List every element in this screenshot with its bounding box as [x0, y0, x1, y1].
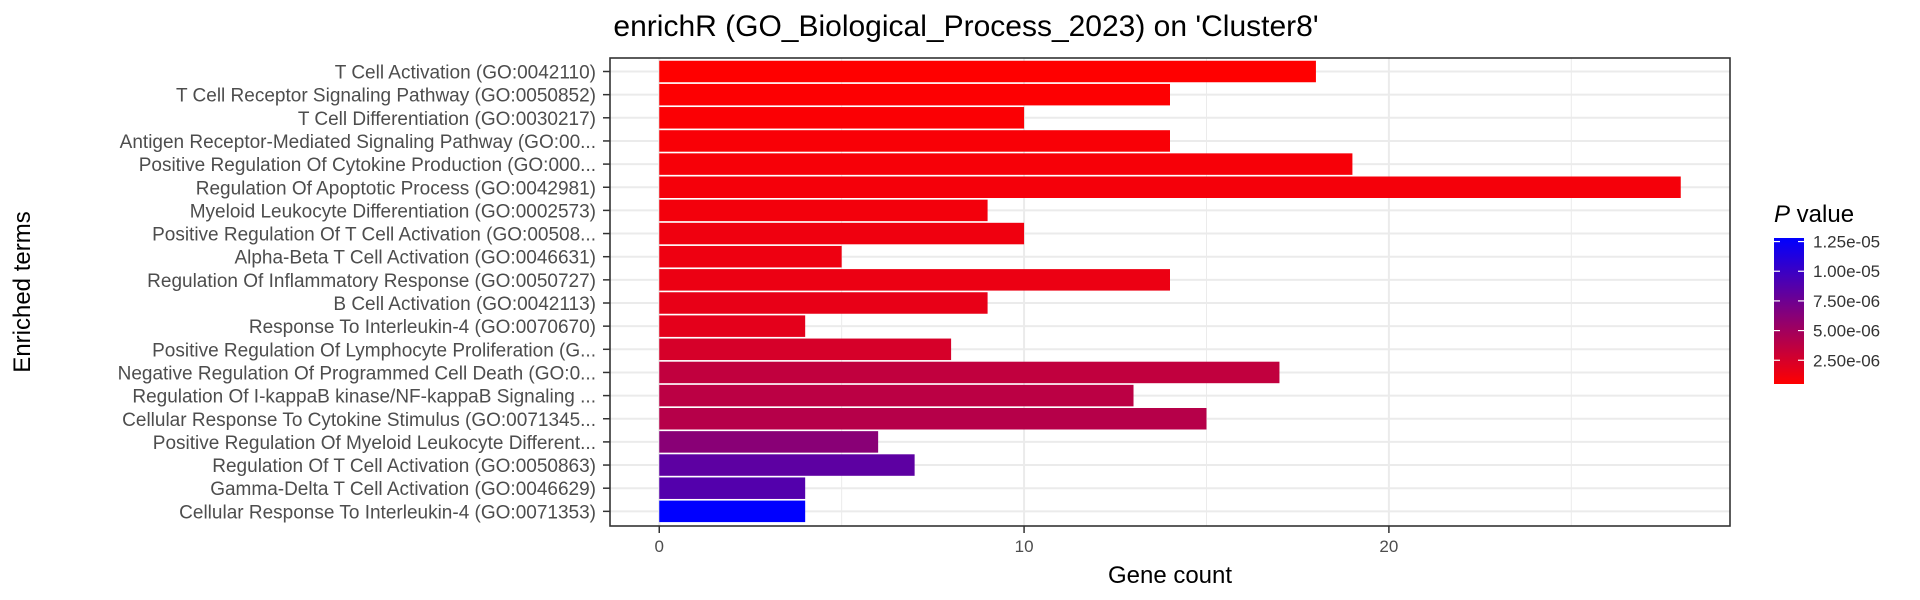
legend-tick-label: 1.00e-05 — [1813, 262, 1880, 281]
legend-title-rest: value — [1790, 201, 1854, 228]
legend-tick-label: 7.50e-06 — [1813, 292, 1880, 311]
category-label: Regulation Of I-kappaB kinase/NF-kappaB … — [132, 387, 596, 408]
legend-colorbar — [1774, 238, 1804, 384]
bar — [659, 222, 1025, 245]
category-label: B Cell Activation (GO:0042113) — [333, 294, 596, 315]
bar — [659, 315, 806, 337]
bar — [659, 361, 1280, 384]
category-label: Cellular Response To Interleukin-4 (GO:0… — [179, 502, 596, 523]
category-labels: T Cell Activation (GO:0042110)T Cell Rec… — [118, 63, 610, 523]
x-tick-label: 20 — [1379, 537, 1398, 556]
bar — [659, 408, 1207, 430]
category-label: Alpha-Beta T Cell Activation (GO:0046631… — [234, 248, 596, 269]
category-label: T Cell Receptor Signaling Pathway (GO:00… — [176, 86, 596, 107]
bar — [659, 153, 1353, 175]
legend-tick-label: 2.50e-06 — [1813, 351, 1880, 370]
bar — [659, 60, 1316, 83]
x-tick-label: 10 — [1015, 537, 1034, 556]
bar — [659, 431, 879, 453]
legend-title: P value — [1774, 201, 1854, 228]
x-axis-ticks: 0 10 20 — [655, 526, 1398, 556]
chart-title: enrichR (GO_Biological_Process_2023) on … — [613, 10, 1318, 43]
bar — [659, 245, 842, 268]
legend-tick-label: 5.00e-06 — [1813, 322, 1880, 341]
bar — [659, 338, 952, 361]
category-label: T Cell Differentiation (GO:0030217) — [298, 109, 596, 130]
legend-title-italic: P — [1774, 201, 1790, 228]
category-label: Regulation Of Inflammatory Response (GO:… — [147, 271, 596, 292]
plot-border — [609, 57, 1731, 527]
legend: P value 1.25e-05 1.00e-05 7.50e-06 5.00e-06… — [1774, 201, 1880, 384]
bar — [659, 269, 1170, 291]
bar — [659, 454, 915, 476]
bars — [659, 60, 1681, 523]
category-label: Negative Regulation Of Programmed Cell D… — [118, 363, 596, 384]
category-label: Positive Regulation Of Cytokine Producti… — [139, 155, 596, 176]
bar — [659, 199, 988, 222]
legend-tick-label: 1.25e-05 — [1813, 233, 1880, 252]
category-label: Positive Regulation Of Myeloid Leukocyte… — [153, 433, 596, 454]
bar — [659, 130, 1170, 152]
bar — [659, 500, 806, 523]
legend-ticks: 1.25e-05 1.00e-05 7.50e-06 5.00e-06 2.50e-06 — [1774, 233, 1880, 370]
category-label: Regulation Of Apoptotic Process (GO:0042… — [196, 178, 596, 199]
category-label: Regulation Of T Cell Activation (GO:0050… — [212, 456, 596, 477]
category-label: Positive Regulation Of Lymphocyte Prolif… — [152, 340, 596, 361]
category-label: T Cell Activation (GO:0042110) — [335, 63, 596, 84]
category-label: Gamma-Delta T Cell Activation (GO:004662… — [210, 479, 596, 500]
bar — [659, 83, 1170, 106]
y-axis-label: Enriched terms — [9, 211, 36, 372]
category-label: Response To Interleukin-4 (GO:0070670) — [249, 317, 596, 338]
bar — [659, 107, 1025, 129]
bar — [659, 292, 988, 314]
bar — [659, 477, 806, 499]
category-label: Cellular Response To Cytokine Stimulus (… — [122, 410, 596, 431]
x-axis-label: Gene count — [1108, 562, 1232, 589]
x-tick-label: 0 — [655, 537, 664, 556]
category-label: Myeloid Leukocyte Differentiation (GO:00… — [190, 201, 596, 222]
bar — [659, 176, 1681, 198]
category-label: Antigen Receptor-Mediated Signaling Path… — [120, 132, 596, 153]
category-label: Positive Regulation Of T Cell Activation… — [152, 225, 596, 246]
bar — [659, 384, 1134, 407]
